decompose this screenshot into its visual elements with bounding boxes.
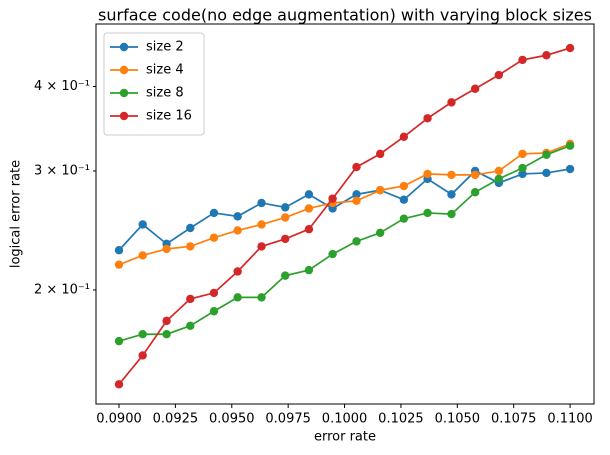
data-point	[281, 271, 290, 280]
data-point	[257, 220, 266, 229]
legend-marker	[119, 42, 129, 52]
x-tick-label: 0.1075	[491, 412, 537, 427]
y-tick-label: 3 × 10⁻¹	[34, 163, 90, 178]
data-point	[542, 168, 551, 178]
data-point	[352, 237, 361, 246]
data-point	[447, 190, 456, 199]
data-point	[162, 316, 171, 326]
x-tick-label: 0.0950	[209, 412, 255, 427]
data-point	[375, 228, 385, 238]
y-tick-label: 4 × 10⁻¹	[34, 79, 90, 94]
legend-label: size 4	[146, 63, 184, 78]
data-point	[233, 267, 242, 276]
data-point	[257, 198, 266, 208]
data-point	[186, 294, 195, 304]
data-point	[186, 223, 195, 233]
data-point	[209, 307, 219, 316]
data-point	[494, 70, 504, 80]
data-point	[518, 163, 527, 173]
data-point	[518, 149, 527, 159]
data-point	[494, 166, 504, 176]
x-tick-label: 0.1000	[322, 412, 368, 427]
legend-label: size 2	[146, 40, 184, 55]
chart-title: surface code(no edge augmentation) with …	[98, 6, 592, 25]
legend-marker	[119, 65, 129, 75]
data-point	[399, 132, 409, 142]
data-point	[209, 233, 219, 242]
legend-marker	[119, 88, 129, 98]
x-tick-label: 0.1100	[547, 412, 593, 427]
data-point	[114, 380, 124, 389]
legend-marker	[119, 111, 129, 121]
data-point	[542, 150, 551, 159]
x-tick-label: 0.1050	[435, 412, 481, 427]
plot-frame	[95, 23, 595, 405]
data-point	[281, 213, 290, 222]
data-point	[375, 185, 385, 195]
data-point	[494, 174, 504, 184]
data-point	[186, 321, 195, 331]
data-point	[304, 225, 314, 234]
data-point	[423, 114, 432, 123]
series-line	[118, 144, 571, 342]
data-point	[565, 141, 575, 150]
data-point	[423, 169, 432, 179]
data-point	[399, 181, 409, 191]
data-point	[162, 244, 171, 254]
data-point	[470, 170, 480, 180]
data-point	[114, 260, 124, 269]
x-tick-label: 0.1025	[378, 412, 424, 427]
data-point	[257, 293, 266, 302]
data-point	[447, 170, 456, 180]
data-point	[304, 265, 314, 275]
data-point	[186, 242, 195, 251]
data-point	[162, 330, 171, 339]
data-point	[399, 214, 409, 223]
legend-box	[103, 32, 205, 136]
data-point	[352, 162, 361, 172]
data-point	[328, 194, 337, 203]
data-point	[399, 195, 409, 204]
x-tick-label: 0.0900	[96, 412, 142, 427]
data-point	[233, 212, 242, 221]
data-point	[114, 246, 124, 255]
data-point	[352, 196, 361, 205]
data-point	[304, 190, 314, 199]
data-point	[423, 208, 432, 218]
data-point	[470, 84, 480, 93]
data-point	[281, 234, 290, 244]
data-point	[281, 203, 290, 212]
data-point	[375, 149, 385, 159]
data-point	[518, 169, 527, 179]
data-point	[114, 336, 124, 346]
data-point	[518, 55, 527, 65]
data-point	[328, 249, 337, 259]
y-tick-label: 2 × 10⁻¹	[34, 282, 90, 297]
data-point	[565, 43, 575, 53]
data-point	[447, 209, 456, 219]
data-point	[138, 351, 147, 360]
data-point	[138, 330, 147, 339]
x-tick-label: 0.0925	[153, 412, 199, 427]
x-axis-label: error rate	[314, 430, 376, 445]
data-point	[138, 220, 147, 229]
y-axis-label: logical error rate	[9, 160, 24, 268]
data-point	[565, 164, 575, 174]
x-tick-label: 0.0975	[265, 412, 311, 427]
data-point	[470, 188, 480, 197]
data-point	[209, 208, 219, 218]
data-point	[257, 242, 266, 251]
data-point	[542, 51, 551, 60]
data-point	[352, 190, 361, 199]
data-point	[233, 226, 242, 235]
data-point	[138, 251, 147, 260]
legend-label: size 16	[146, 109, 192, 124]
data-point	[209, 288, 219, 298]
legend-label: size 8	[146, 86, 184, 101]
data-point	[447, 98, 456, 107]
data-point	[304, 204, 314, 213]
data-point	[233, 293, 242, 302]
